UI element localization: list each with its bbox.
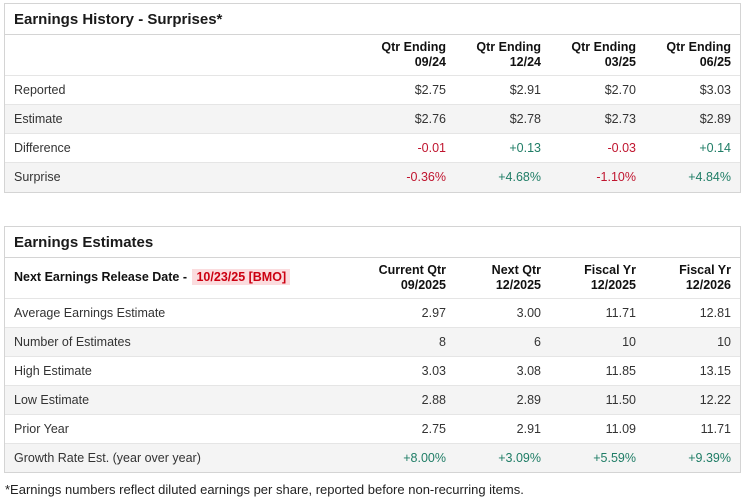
column-header-line1: Fiscal Yr bbox=[679, 262, 731, 277]
column-header-qtr-0625: Qtr Ending 06/25 bbox=[645, 35, 740, 76]
row-label: Low Estimate bbox=[5, 384, 360, 414]
row-label: Growth Rate Est. (year over year) bbox=[5, 442, 360, 472]
column-header-current-qtr: Current Qtr 09/2025 bbox=[360, 258, 455, 299]
table-cell: 2.89 bbox=[455, 384, 550, 414]
earnings-estimates-title: Earnings Estimates bbox=[5, 227, 740, 258]
table-row-surprise: Surprise -0.36% +4.68% -1.10% +4.84% bbox=[5, 162, 740, 192]
table-cell: 3.00 bbox=[455, 297, 550, 327]
row-label: Surprise bbox=[5, 162, 360, 192]
table-row-low-estimate: Low Estimate 2.88 2.89 11.50 12.22 bbox=[5, 384, 740, 414]
table-cell: $2.78 bbox=[455, 104, 550, 134]
column-header-line2: 12/2026 bbox=[685, 277, 731, 292]
table-cell: $2.75 bbox=[360, 75, 455, 105]
column-header-qtr-0325: Qtr Ending 03/25 bbox=[550, 35, 645, 76]
row-label: High Estimate bbox=[5, 355, 360, 385]
table-cell: 11.85 bbox=[550, 355, 645, 385]
column-header-next-qtr: Next Qtr 12/2025 bbox=[455, 258, 550, 299]
earnings-estimates-table: Next Earnings Release Date - 10/23/25 [B… bbox=[5, 258, 740, 472]
earnings-history-table: Qtr Ending 09/24 Qtr Ending 12/24 Qtr En… bbox=[5, 35, 740, 192]
table-cell: +0.14 bbox=[645, 133, 740, 163]
table-row-reported: Reported $2.75 $2.91 $2.70 $3.03 bbox=[5, 75, 740, 105]
table-cell: 3.08 bbox=[455, 355, 550, 385]
column-header-line2: 12/2025 bbox=[495, 277, 541, 292]
table-cell: +9.39% bbox=[645, 442, 740, 472]
table-row-number-of-estimates: Number of Estimates 8 6 10 10 bbox=[5, 326, 740, 356]
row-label: Number of Estimates bbox=[5, 326, 360, 356]
column-header-line1: Current Qtr bbox=[378, 262, 446, 277]
table-cell: 2.75 bbox=[360, 413, 455, 443]
empty-header-cell bbox=[5, 35, 360, 76]
row-label: Estimate bbox=[5, 104, 360, 134]
column-header-line1: Qtr Ending bbox=[476, 40, 541, 54]
column-header-qtr-1224: Qtr Ending 12/24 bbox=[455, 35, 550, 76]
earnings-history-panel: Earnings History - Surprises* Qtr Ending… bbox=[4, 3, 741, 193]
table-cell: $3.03 bbox=[645, 75, 740, 105]
table-cell: 8 bbox=[360, 326, 455, 356]
header-row: Qtr Ending 09/24 Qtr Ending 12/24 Qtr En… bbox=[5, 35, 740, 76]
column-header-line1: Next Qtr bbox=[491, 262, 541, 277]
column-header-line2: 09/2025 bbox=[400, 277, 446, 292]
table-cell: -0.03 bbox=[550, 133, 645, 163]
table-row-prior-year: Prior Year 2.75 2.91 11.09 11.71 bbox=[5, 413, 740, 443]
table-cell: 11.50 bbox=[550, 384, 645, 414]
table-cell: 11.09 bbox=[550, 413, 645, 443]
table-cell: +0.13 bbox=[455, 133, 550, 163]
table-cell: -0.36% bbox=[360, 162, 455, 192]
column-header-line2: 03/25 bbox=[604, 55, 636, 69]
table-cell: 2.91 bbox=[455, 413, 550, 443]
table-cell: $2.73 bbox=[550, 104, 645, 134]
row-label: Difference bbox=[5, 133, 360, 163]
table-row-average-estimate: Average Earnings Estimate 2.97 3.00 11.7… bbox=[5, 297, 740, 327]
table-cell: $2.76 bbox=[360, 104, 455, 134]
table-row-high-estimate: High Estimate 3.03 3.08 11.85 13.15 bbox=[5, 355, 740, 385]
column-header-fiscal-yr-2026: Fiscal Yr 12/2026 bbox=[645, 258, 740, 299]
table-cell: 2.88 bbox=[360, 384, 455, 414]
release-date-value: 10/23/25 [BMO] bbox=[192, 269, 291, 285]
earnings-footnote: *Earnings numbers reflect diluted earnin… bbox=[5, 482, 524, 497]
column-header-line2: 06/25 bbox=[699, 55, 731, 69]
table-cell: 6 bbox=[455, 326, 550, 356]
column-header-qtr-0924: Qtr Ending 09/24 bbox=[360, 35, 455, 76]
row-label: Prior Year bbox=[5, 413, 360, 443]
column-header-line2: 12/24 bbox=[509, 55, 541, 69]
table-cell: +5.59% bbox=[550, 442, 645, 472]
column-header-line1: Qtr Ending bbox=[571, 40, 636, 54]
column-header-line1: Fiscal Yr bbox=[584, 262, 636, 277]
table-cell: 3.03 bbox=[360, 355, 455, 385]
table-cell: $2.70 bbox=[550, 75, 645, 105]
table-cell: 10 bbox=[645, 326, 740, 356]
table-cell: 13.15 bbox=[645, 355, 740, 385]
table-cell: 11.71 bbox=[550, 297, 645, 327]
table-cell: 10 bbox=[550, 326, 645, 356]
table-row-growth-rate: Growth Rate Est. (year over year) +8.00%… bbox=[5, 442, 740, 472]
table-cell: -1.10% bbox=[550, 162, 645, 192]
table-cell: 2.97 bbox=[360, 297, 455, 327]
column-header-line2: 09/24 bbox=[414, 55, 446, 69]
earnings-estimates-panel: Earnings Estimates Next Earnings Release… bbox=[4, 225, 741, 473]
column-header-line1: Qtr Ending bbox=[381, 40, 446, 54]
header-row: Next Earnings Release Date - 10/23/25 [B… bbox=[5, 258, 740, 299]
earnings-history-title: Earnings History - Surprises* bbox=[5, 4, 740, 35]
table-cell: +3.09% bbox=[455, 442, 550, 472]
table-cell: +4.84% bbox=[645, 162, 740, 192]
table-row-estimate: Estimate $2.76 $2.78 $2.73 $2.89 bbox=[5, 104, 740, 134]
table-cell: 11.71 bbox=[645, 413, 740, 443]
next-earnings-release-cell: Next Earnings Release Date - 10/23/25 [B… bbox=[5, 258, 360, 299]
column-header-fiscal-yr-2025: Fiscal Yr 12/2025 bbox=[550, 258, 645, 299]
column-header-line2: 12/2025 bbox=[590, 277, 636, 292]
panel-spacer bbox=[4, 193, 741, 226]
table-cell: -0.01 bbox=[360, 133, 455, 163]
row-label: Average Earnings Estimate bbox=[5, 297, 360, 327]
table-cell: +4.68% bbox=[455, 162, 550, 192]
table-cell: 12.81 bbox=[645, 297, 740, 327]
table-row-difference: Difference -0.01 +0.13 -0.03 +0.14 bbox=[5, 133, 740, 163]
table-cell: $2.89 bbox=[645, 104, 740, 134]
table-cell: $2.91 bbox=[455, 75, 550, 105]
table-cell: +8.00% bbox=[360, 442, 455, 472]
release-date-label: Next Earnings Release Date - bbox=[14, 270, 187, 284]
row-label: Reported bbox=[5, 75, 360, 105]
table-cell: 12.22 bbox=[645, 384, 740, 414]
column-header-line1: Qtr Ending bbox=[666, 40, 731, 54]
